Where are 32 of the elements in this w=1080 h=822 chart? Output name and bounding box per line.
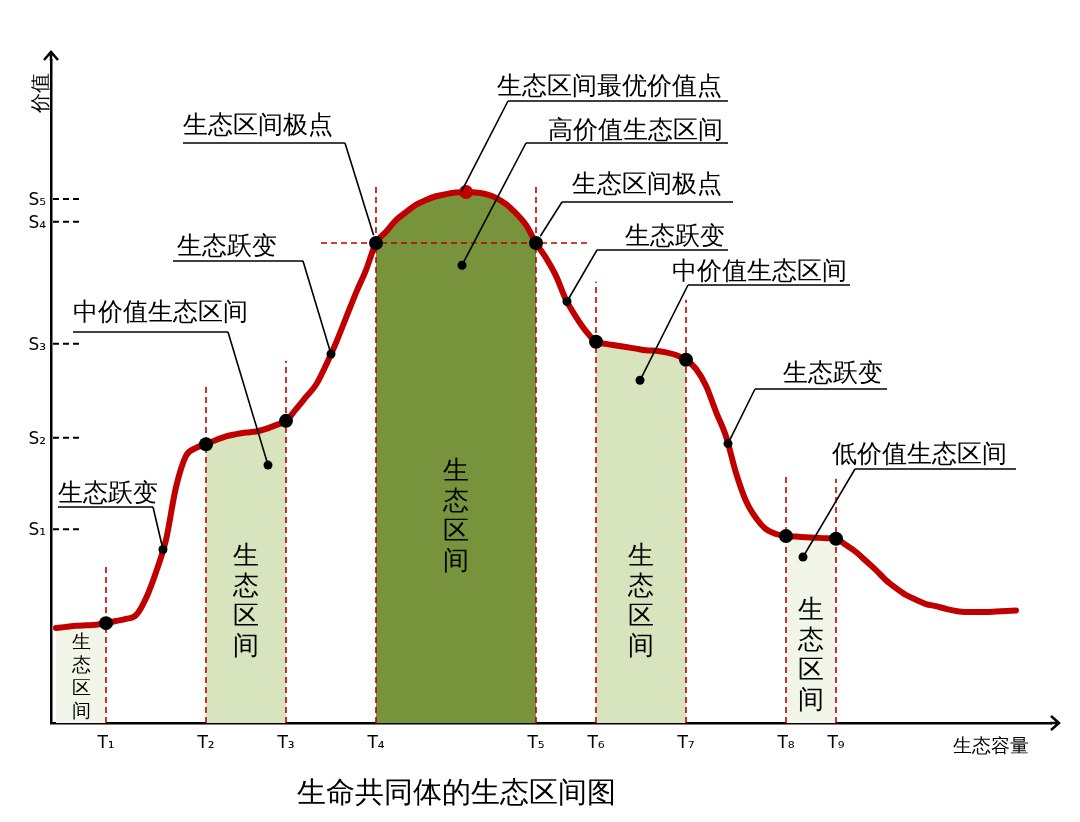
- x-tick-label: T₅: [526, 731, 545, 752]
- x-tick-label: T₉: [826, 731, 845, 752]
- text: 生态区间最优价值点: [497, 70, 722, 100]
- series-label: 生态区间: [232, 540, 260, 660]
- ref-line-label: S₄: [28, 211, 46, 232]
- annotation: 生态跃变: [625, 220, 725, 250]
- x-tick-label: T₃: [276, 731, 295, 752]
- x-tick-label: T₄: [366, 731, 385, 752]
- series-label: 生态区间: [70, 630, 92, 722]
- series-label: 生态区间: [797, 594, 825, 714]
- text: 生命共同体的生态区间图: [296, 774, 616, 809]
- x-tick-label: T₂: [196, 731, 215, 752]
- annotation: 生态区间极点: [183, 109, 333, 139]
- annotation: 低价值生态区间: [832, 438, 1007, 468]
- x-tick-label: T₇: [676, 731, 695, 752]
- annotation: 生态跃变: [783, 357, 883, 387]
- x-axis-title: 生态容量: [953, 733, 1029, 756]
- ref-line-label: S₁: [28, 518, 46, 539]
- series-label: 生态区间: [442, 455, 470, 575]
- x-tick-label: T₈: [776, 731, 795, 752]
- annotation: 生态跃变: [58, 477, 158, 507]
- y-axis-title: 价值: [28, 73, 52, 113]
- ref-line-label: S₅: [28, 188, 46, 209]
- annotation: 生态跃变: [177, 230, 277, 260]
- annotation: 中价值生态区间: [73, 296, 248, 326]
- x-tick-label: T₆: [586, 731, 605, 752]
- x-tick-label: T₁: [96, 731, 115, 752]
- ref-line-label: S₃: [28, 333, 46, 354]
- text: 高价值生态区间: [548, 114, 723, 144]
- ref-line-label: S₂: [28, 427, 46, 448]
- series-label: 生态区间: [627, 540, 655, 660]
- annotation: 生态区间极点: [572, 168, 722, 198]
